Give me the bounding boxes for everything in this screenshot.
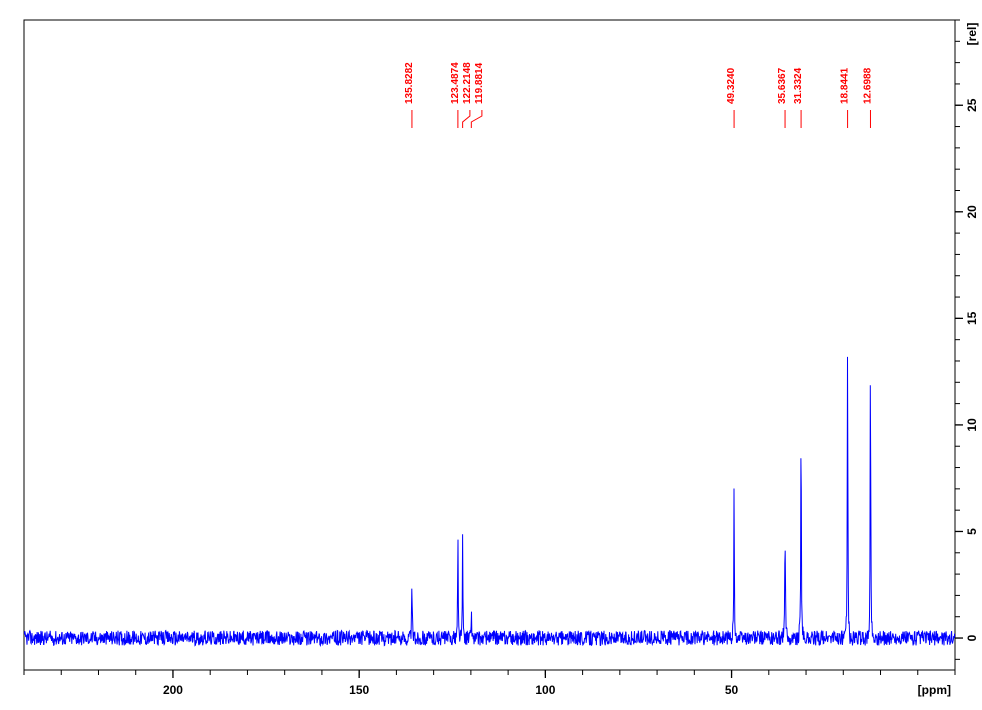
peak-label: 12.6988: [862, 67, 873, 104]
peak-label: 119.8814: [474, 62, 485, 104]
x-tick-label: 150: [349, 683, 369, 697]
y-axis: 0 5 10 15 20 25 [rel]: [955, 20, 979, 659]
peak-label: 49.3240: [726, 67, 737, 104]
y-tick-label: 20: [965, 205, 979, 219]
y-axis-label: [rel]: [965, 23, 979, 46]
peak-label: 31.3324: [793, 67, 804, 104]
y-tick-label: 25: [965, 98, 979, 112]
x-tick-label: 100: [535, 683, 555, 697]
peak-label: 18.8441: [840, 67, 851, 104]
y-tick-label: 0: [965, 634, 979, 641]
nmr-spectrum-chart: 200 150 100 50 [ppm] 0 5 10 15 20 25 [rel] 135.8282 1…: [0, 0, 982, 710]
y-tick-label: 15: [965, 311, 979, 325]
x-tick-label: 50: [725, 683, 739, 697]
peak-label: 35.6367: [777, 67, 788, 104]
x-axis-label: [ppm]: [918, 683, 951, 697]
chart-svg: 200 150 100 50 [ppm] 0 5 10 15 20 25 [rel] 135.8282 1…: [0, 0, 982, 710]
y-tick-label: 5: [965, 528, 979, 535]
peak-label: 122.2148: [462, 62, 473, 104]
x-tick-label: 200: [163, 683, 183, 697]
peak-label: 135.8282: [404, 62, 415, 104]
y-tick-label: 10: [965, 418, 979, 432]
peak-label: 123.4874: [450, 62, 461, 104]
x-axis: 200 150 100 50 [ppm]: [24, 670, 955, 697]
